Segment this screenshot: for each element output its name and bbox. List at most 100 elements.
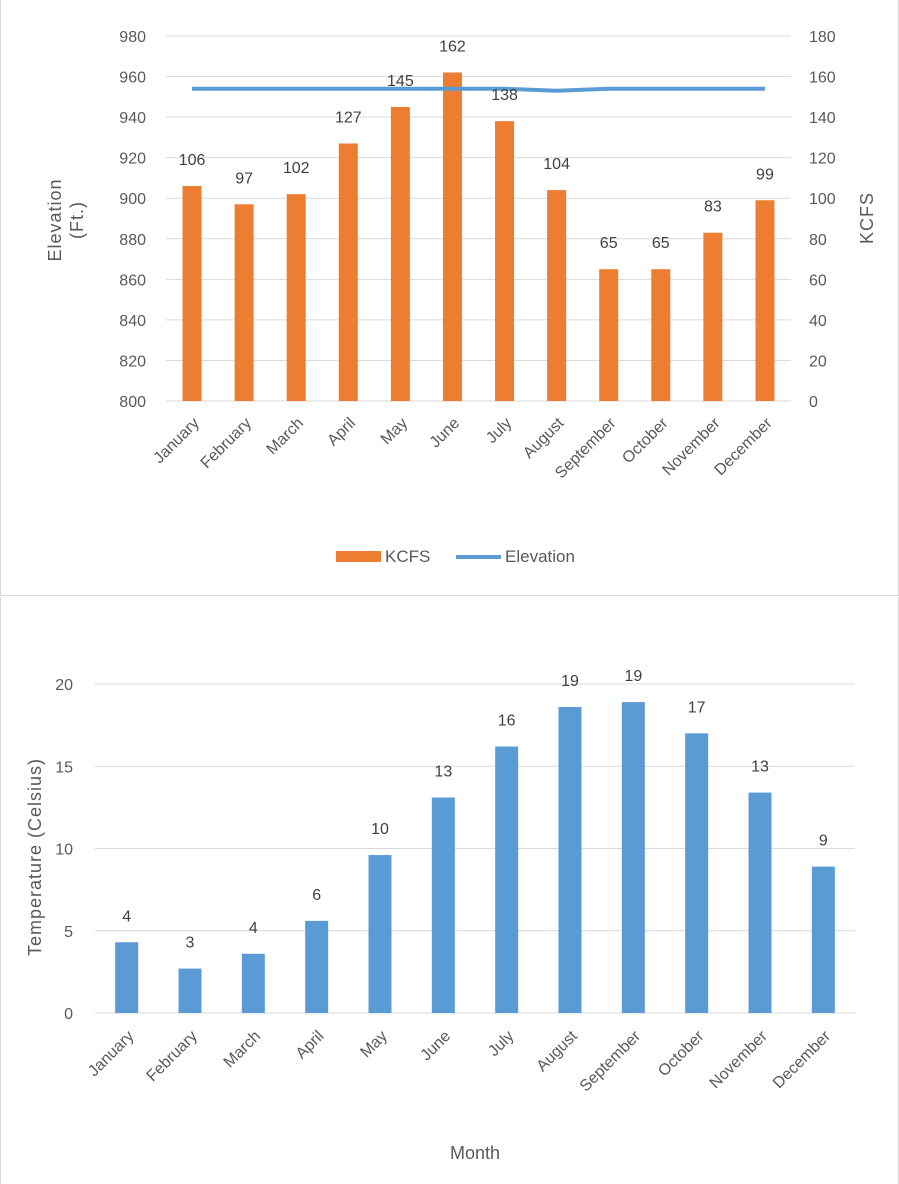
left-tick-label: 840 xyxy=(119,313,146,330)
temperature-bar-march xyxy=(241,953,265,1013)
temperature-data-label: 13 xyxy=(751,759,769,776)
right-tick-label: 0 xyxy=(809,394,818,411)
right-axis-ticks: 0 20 40 60 80 100 120 140 160 180 xyxy=(809,29,836,411)
temperature-chart-panel: 4 3 4 6 10 13 16 19 19 17 13 9 0 5 10 15 20 January Febr… xyxy=(0,597,899,1184)
x-tick-label: December xyxy=(770,1027,835,1092)
x-tick-label: June xyxy=(427,415,464,452)
y-tick-label: 10 xyxy=(55,842,73,859)
x-tick-label: August xyxy=(520,414,568,462)
temperature-data-labels: 4 3 4 6 10 13 16 19 19 17 13 9 xyxy=(122,668,828,951)
kcfs-bar-october xyxy=(651,269,671,401)
kcfs-bars xyxy=(182,72,775,402)
x-tick-label: March xyxy=(221,1028,264,1071)
left-tick-label: 800 xyxy=(119,394,146,411)
right-tick-label: 100 xyxy=(809,191,836,208)
left-axis-ticks: 800 820 840 860 880 900 920 940 960 980 xyxy=(119,29,146,411)
y-axis-ticks: 0 5 10 15 20 xyxy=(55,677,73,1023)
temperature-chart: 4 3 4 6 10 13 16 19 19 17 13 9 0 5 10 15 20 January Febr… xyxy=(25,668,855,1163)
left-axis-title: Elevation (Ft.) xyxy=(45,178,87,261)
x-tick-label: December xyxy=(712,414,777,479)
x-tick-label: July xyxy=(483,415,515,447)
temperature-bar-july xyxy=(495,746,519,1013)
x-axis-title: Month xyxy=(450,1143,500,1163)
right-tick-label: 180 xyxy=(809,29,836,46)
elevation-line-series xyxy=(192,86,765,93)
y-tick-label: 15 xyxy=(55,759,73,776)
kcfs-data-label: 138 xyxy=(491,87,518,104)
left-tick-label: 860 xyxy=(119,272,146,289)
kcfs-data-label: 65 xyxy=(600,235,618,252)
right-tick-label: 20 xyxy=(809,353,827,370)
kcfs-bar-january xyxy=(182,186,202,401)
kcfs-data-label: 83 xyxy=(704,199,722,216)
temperature-bar-april xyxy=(305,920,329,1013)
grid-lines xyxy=(166,35,791,402)
temperature-bar-december xyxy=(811,866,835,1013)
kcfs-bar-may xyxy=(390,106,410,401)
legend: KCFS Elevation xyxy=(336,547,575,566)
temperature-data-label: 9 xyxy=(819,833,828,850)
y-axis-title: Temperature (Celsius) xyxy=(25,758,45,956)
temperature-bar-january xyxy=(115,942,139,1013)
x-tick-label: March xyxy=(264,415,307,458)
left-tick-label: 980 xyxy=(119,29,146,46)
temperature-bar-august xyxy=(558,707,582,1013)
x-tick-label: July xyxy=(485,1028,517,1060)
x-tick-label: April xyxy=(293,1028,328,1063)
temperature-data-label: 10 xyxy=(371,821,389,838)
temperature-bar-october xyxy=(685,733,709,1013)
x-tick-label: June xyxy=(418,1028,455,1065)
temperature-bar-june xyxy=(431,797,455,1013)
temperature-data-label: 4 xyxy=(122,908,131,925)
x-tick-label: September xyxy=(577,1027,645,1095)
x-tick-label: May xyxy=(378,415,411,448)
x-tick-label: January xyxy=(151,415,203,467)
left-axis-title-line: Elevation xyxy=(45,178,65,261)
temperature-bar-february xyxy=(178,968,202,1013)
kcfs-elevation-chart-panel: 106 97 102 127 145 162 138 104 65 65 83 99 800 820 84… xyxy=(0,0,899,596)
elevation-line xyxy=(192,86,765,93)
kcfs-bar-december xyxy=(755,200,775,401)
kcfs-data-label: 102 xyxy=(283,160,310,177)
right-tick-label: 80 xyxy=(809,232,827,249)
x-tick-label: January xyxy=(85,1028,137,1080)
kcfs-bar-july xyxy=(495,121,515,402)
right-tick-label: 40 xyxy=(809,313,827,330)
x-tick-label: November xyxy=(707,1027,772,1092)
y-tick-label: 20 xyxy=(55,677,73,694)
x-tick-label: August xyxy=(534,1027,582,1075)
kcfs-data-label: 106 xyxy=(179,152,206,169)
right-tick-label: 140 xyxy=(809,110,836,127)
kcfs-data-label: 65 xyxy=(652,235,670,252)
left-axis-title-line: (Ft.) xyxy=(67,201,87,239)
left-tick-label: 900 xyxy=(119,191,146,208)
temperature-data-label: 16 xyxy=(498,713,516,730)
temperature-data-label: 19 xyxy=(561,673,579,690)
kcfs-bar-april xyxy=(338,143,358,401)
x-tick-label: April xyxy=(324,415,359,450)
right-tick-label: 160 xyxy=(809,70,836,87)
x-tick-label: May xyxy=(357,1028,390,1061)
x-tick-label: October xyxy=(619,414,672,467)
kcfs-bar-june xyxy=(442,72,462,401)
x-tick-label: October xyxy=(655,1027,708,1080)
x-tick-label: February xyxy=(198,415,255,472)
temperature-bar-november xyxy=(748,792,772,1013)
temperature-data-label: 19 xyxy=(624,668,642,685)
legend-label-elevation: Elevation xyxy=(505,547,575,566)
kcfs-bar-february xyxy=(234,204,254,401)
temperature-data-label: 17 xyxy=(688,699,706,716)
left-tick-label: 940 xyxy=(119,110,146,127)
legend-label-kcfs: KCFS xyxy=(385,547,430,566)
right-axis-title: KCFS xyxy=(857,192,877,244)
left-tick-label: 960 xyxy=(119,70,146,87)
temperature-bar-september xyxy=(621,702,645,1013)
kcfs-data-labels: 106 97 102 127 145 162 138 104 65 65 83 99 xyxy=(179,39,774,253)
kcfs-data-label: 145 xyxy=(387,73,414,90)
kcfs-bar-march xyxy=(286,194,306,401)
kcfs-bar-august xyxy=(547,190,567,401)
kcfs-bar-september xyxy=(599,269,619,401)
